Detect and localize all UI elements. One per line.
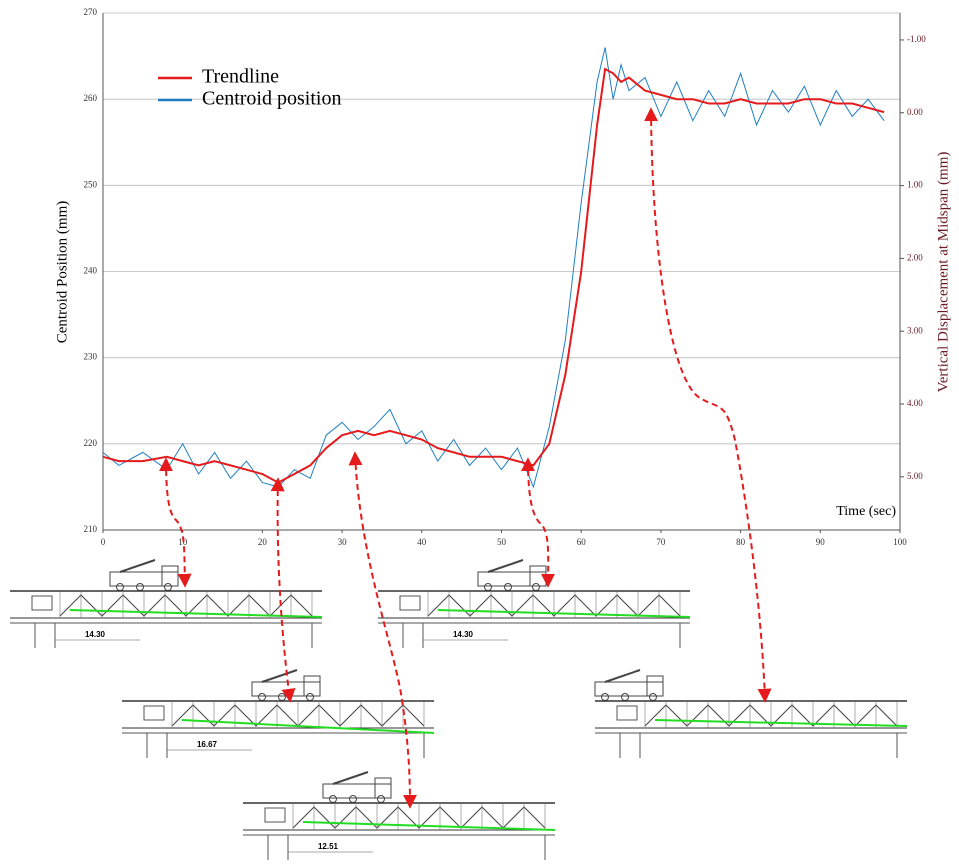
x-tick-label: 100 [893, 537, 907, 547]
dimension-label: 16.67 [197, 740, 218, 749]
x-axis-title: Time (sec) [836, 504, 896, 519]
truck-boom [119, 559, 156, 573]
pier [264, 807, 286, 823]
x-tick-label: 60 [577, 537, 587, 547]
dimension-label: 14.30 [453, 630, 474, 639]
wheel [136, 583, 144, 591]
x-tick-label: 90 [816, 537, 826, 547]
wheel [649, 693, 657, 701]
x-tick-label: 80 [736, 537, 746, 547]
truck-boom [332, 771, 369, 785]
centroid-line [102, 47, 885, 489]
bridge [594, 669, 908, 758]
trendline [102, 67, 885, 484]
x-tick-label: 30 [338, 537, 348, 547]
y-tick-label: 220 [84, 438, 98, 448]
arrow [348, 451, 417, 809]
y2-axis-title: Vertical Displacement at Midspan (mm) [935, 152, 951, 393]
deflection [181, 719, 435, 734]
dimension-label: 12.51 [318, 842, 339, 851]
y-tick-label: 230 [84, 352, 98, 362]
bridge: 12.51 [243, 771, 556, 860]
truck-cab [303, 675, 321, 697]
y2-tick-label: 2.00 [907, 252, 923, 262]
wheel [164, 583, 172, 591]
bridge: 14.30 [10, 559, 323, 648]
wheel [306, 693, 314, 701]
arrow [521, 457, 556, 588]
x-tick-label: 70 [656, 537, 666, 547]
wheel [349, 795, 357, 803]
arrow [159, 457, 192, 588]
x-tick-label: 50 [497, 537, 507, 547]
arrows [159, 107, 772, 809]
deflection [654, 719, 908, 727]
y2-tick-label: 1.00 [907, 180, 923, 190]
dimension-label: 14.30 [85, 630, 106, 639]
wheel [621, 693, 629, 701]
wheel [504, 583, 512, 591]
pier [143, 705, 165, 721]
x-tick-label: 20 [258, 537, 268, 547]
truck-cab [161, 565, 179, 587]
x-tick-label: 0 [101, 537, 106, 547]
truck-cab [646, 675, 664, 697]
truck-cab [529, 565, 547, 587]
wheel [532, 583, 540, 591]
bridge: 16.67 [122, 669, 435, 758]
deflection [69, 609, 323, 618]
deflection [302, 821, 556, 831]
y-tick-label: 240 [84, 266, 98, 276]
y-tick-label: 210 [84, 524, 98, 534]
y2-tick-label: -1.00 [907, 34, 926, 44]
pier [31, 595, 53, 611]
wheel [116, 583, 124, 591]
legend-label: Centroid position [202, 88, 341, 110]
wheel [484, 583, 492, 591]
x-tick-label: 40 [417, 537, 427, 547]
bridge-diagrams: 14.30 14.30 16.67 12.51 [10, 559, 908, 860]
y2-tick-label: 3.00 [907, 325, 923, 335]
truck-boom [487, 559, 524, 573]
arrow [644, 107, 772, 703]
deflection [437, 609, 691, 618]
wheel [258, 693, 266, 701]
truck-boom [604, 669, 641, 683]
y-tick-label: 260 [84, 93, 98, 103]
truck-boom [261, 669, 298, 683]
y2-tick-label: 0.00 [907, 107, 923, 117]
y-axis-title: Centroid Position (mm) [54, 201, 70, 344]
y-tick-label: 250 [84, 179, 98, 189]
legend-label: Trendline [202, 66, 279, 88]
bridge: 14.30 [378, 559, 691, 648]
wheel [377, 795, 385, 803]
wheel [329, 795, 337, 803]
wheel [278, 693, 286, 701]
pier [399, 595, 421, 611]
truck-cab [374, 777, 392, 799]
pier [616, 705, 638, 721]
y-tick-label: 270 [84, 7, 98, 17]
wheel [601, 693, 609, 701]
y2-tick-label: 4.00 [907, 398, 923, 408]
y2-tick-label: 5.00 [907, 471, 923, 481]
arrow [270, 477, 296, 703]
